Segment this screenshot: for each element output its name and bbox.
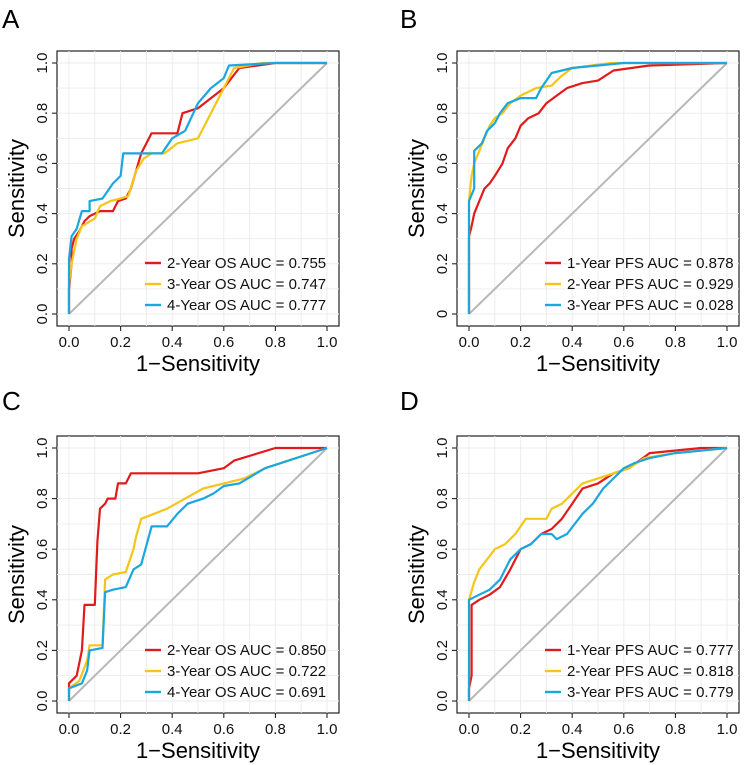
x-tick-label: 0.8 bbox=[265, 334, 286, 351]
roc-curve-blue bbox=[67, 61, 327, 314]
roc-panel-c: C 0.0 0.2 0.4 0.6 0.8 1.0 0.0 0.2 0.4 0.6 0.8 1.0 1−S… bbox=[2, 386, 340, 763]
y-tick-label: 0.2 bbox=[434, 640, 451, 661]
y-tick-label: 0.2 bbox=[34, 253, 51, 274]
roc-curve-blue bbox=[467, 61, 727, 314]
legend-entry: 2-Year PFS AUC = 0.929 bbox=[567, 276, 734, 293]
y-tick-label: 0.4 bbox=[434, 589, 451, 610]
panel-letter: A bbox=[2, 4, 20, 34]
x-tick-label: 1.0 bbox=[717, 721, 738, 738]
x-tick-label: 1.0 bbox=[717, 334, 738, 351]
y-tick-label: 0.0 bbox=[34, 304, 51, 325]
y-tick-label: 1.0 bbox=[434, 53, 451, 74]
y-tick-label: 0.4 bbox=[34, 589, 51, 610]
x-axis-label: 1−Sensitivity bbox=[136, 351, 260, 376]
y-tick-label: 1.0 bbox=[434, 438, 451, 459]
y-tick-label: 1.0 bbox=[34, 438, 51, 459]
legend-entry: 3-Year PFS AUC = 0.028 bbox=[567, 297, 734, 314]
x-tick-label: 0.4 bbox=[162, 721, 183, 738]
roc-curve-red bbox=[67, 446, 327, 701]
y-tick-label: 0.8 bbox=[434, 488, 451, 509]
x-tick-label: 0.2 bbox=[510, 721, 531, 738]
x-tick-label: 0.4 bbox=[162, 334, 183, 351]
x-tick-label: 0.2 bbox=[110, 721, 131, 738]
panel-letter: C bbox=[2, 386, 21, 416]
x-tick-label: 0.0 bbox=[459, 721, 480, 738]
x-axis-label: 1−Sensitivity bbox=[136, 738, 260, 763]
y-tick-label: 0.6 bbox=[434, 153, 451, 174]
y-tick-label: 0.0 bbox=[434, 691, 451, 712]
x-tick-label: 0.6 bbox=[213, 334, 234, 351]
legend-entry: 1-Year PFS AUC = 0.878 bbox=[567, 255, 734, 272]
y-axis-label: Sensitivity bbox=[4, 139, 29, 238]
legend-entry: 1-Year PFS AUC = 0.777 bbox=[567, 642, 734, 659]
x-axis-label: 1−Sensitivity bbox=[536, 351, 660, 376]
x-tick-label: 0.8 bbox=[665, 334, 686, 351]
x-tick-label: 0.0 bbox=[59, 721, 80, 738]
legend-entry: 4-Year OS AUC = 0.691 bbox=[167, 684, 326, 701]
legend-entry: 3-Year OS AUC = 0.722 bbox=[167, 663, 326, 680]
y-tick-label: 0.6 bbox=[434, 539, 451, 560]
reference-diagonal bbox=[468, 62, 728, 315]
y-tick-label: 0.4 bbox=[34, 203, 51, 224]
y-axis-label: Sensitivity bbox=[404, 525, 429, 624]
roc-panel-a: A 0.0 0.2 0.4 0.6 0.8 1.0 0.0 0.2 0.4 0.6 0.8 1.0 1−S… bbox=[2, 4, 340, 376]
y-tick-label: 0 bbox=[434, 310, 451, 318]
x-tick-label: 0.8 bbox=[665, 721, 686, 738]
y-tick-label: 0.4 bbox=[434, 203, 451, 224]
roc-curve-red bbox=[67, 61, 327, 314]
y-tick-label: 0.6 bbox=[34, 153, 51, 174]
y-tick-label: 0.0 bbox=[34, 691, 51, 712]
y-tick-label: 0.8 bbox=[34, 103, 51, 124]
roc-panel-b: B 0.0 0.2 0.4 0.6 0.8 1.0 0 0.2 0.4 0.6 0.8 1.0 1−Sen… bbox=[400, 4, 740, 376]
y-tick-label: 0.2 bbox=[434, 253, 451, 274]
y-tick-label: 0.8 bbox=[34, 488, 51, 509]
legend-entry: 3-Year OS AUC = 0.747 bbox=[167, 276, 326, 293]
x-tick-label: 0.6 bbox=[613, 721, 634, 738]
legend-entry: 2-Year OS AUC = 0.755 bbox=[167, 255, 326, 272]
x-tick-label: 0.6 bbox=[613, 334, 634, 351]
legend-entry: 2-Year PFS AUC = 0.818 bbox=[567, 663, 734, 680]
x-tick-label: 0.2 bbox=[110, 334, 131, 351]
x-tick-label: 0.8 bbox=[265, 721, 286, 738]
y-axis-label: Sensitivity bbox=[4, 525, 29, 624]
x-tick-label: 1.0 bbox=[317, 721, 338, 738]
x-tick-label: 1.0 bbox=[317, 334, 338, 351]
reference-diagonal bbox=[68, 447, 328, 702]
x-tick-label: 0.4 bbox=[562, 334, 583, 351]
legend-entry: 3-Year PFS AUC = 0.779 bbox=[567, 684, 734, 701]
panel-letter: B bbox=[400, 4, 417, 34]
roc-curve-yellow bbox=[467, 446, 728, 701]
x-tick-label: 0.0 bbox=[59, 334, 80, 351]
panel-letter: D bbox=[400, 386, 419, 416]
roc-curve-yellow bbox=[67, 446, 328, 701]
x-tick-label: 0.4 bbox=[562, 721, 583, 738]
legend-entry: 4-Year OS AUC = 0.777 bbox=[167, 297, 326, 314]
x-tick-label: 0.2 bbox=[510, 334, 531, 351]
y-axis-label: Sensitivity bbox=[404, 139, 429, 238]
x-tick-label: 0.6 bbox=[213, 721, 234, 738]
roc-curve-blue bbox=[67, 446, 328, 701]
reference-diagonal bbox=[468, 447, 728, 702]
roc-panel-d: D 0.0 0.2 0.4 0.6 0.8 1.0 0.0 0.2 0.4 0.6 0.8 1.0 1−S… bbox=[400, 386, 740, 763]
y-tick-label: 0.2 bbox=[34, 640, 51, 661]
roc-curve-blue bbox=[467, 446, 728, 701]
legend-entry: 2-Year OS AUC = 0.850 bbox=[167, 642, 326, 659]
x-tick-label: 0.0 bbox=[459, 334, 480, 351]
y-tick-label: 0.8 bbox=[434, 103, 451, 124]
roc-curve-red bbox=[467, 61, 728, 314]
reference-diagonal bbox=[68, 62, 328, 315]
x-axis-label: 1−Sensitivity bbox=[536, 738, 660, 763]
roc-curve-yellow bbox=[67, 61, 327, 314]
y-tick-label: 0.6 bbox=[34, 539, 51, 560]
y-tick-label: 1.0 bbox=[34, 53, 51, 74]
